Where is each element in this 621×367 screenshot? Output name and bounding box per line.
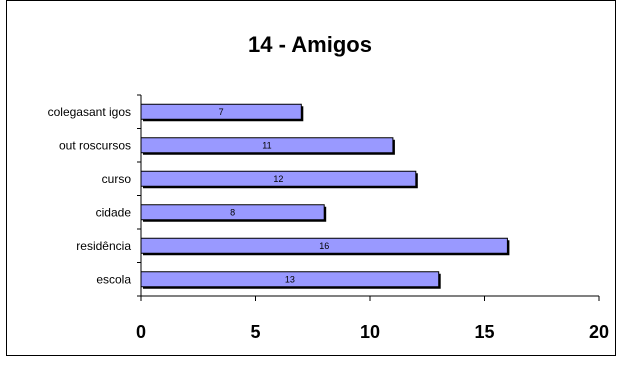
labels-layer: 13 escola 16 residência 8 cidade 12 curso 11 out … xyxy=(48,105,609,342)
axis-layer xyxy=(137,94,600,301)
bar-value-label-escola: 13 xyxy=(285,274,295,284)
bar-value-label-cidade: 8 xyxy=(230,207,235,217)
category-label-residência: residência xyxy=(76,239,131,253)
bar-value-label-curso: 12 xyxy=(273,174,283,184)
x-tick-label-10: 10 xyxy=(360,322,380,342)
category-label-outroscursos: out roscursos xyxy=(59,138,131,152)
category-label-escola: escola xyxy=(96,272,131,286)
category-label-colegasantigos: colegasant igos xyxy=(48,105,131,119)
chart-title: 14 - Amigos xyxy=(248,32,372,57)
bars-layer xyxy=(140,103,510,289)
bar-value-label-outroscursos: 11 xyxy=(262,140,271,150)
bar-value-label-residência: 16 xyxy=(319,241,329,251)
x-tick-label-5: 5 xyxy=(250,322,260,342)
bar-value-label-colegasantigos: 7 xyxy=(219,107,224,117)
x-tick-label-0: 0 xyxy=(136,322,146,342)
x-tick-label-20: 20 xyxy=(589,322,609,342)
x-tick-label-15: 15 xyxy=(474,322,494,342)
category-label-cidade: cidade xyxy=(96,205,132,219)
category-label-curso: curso xyxy=(102,172,132,186)
